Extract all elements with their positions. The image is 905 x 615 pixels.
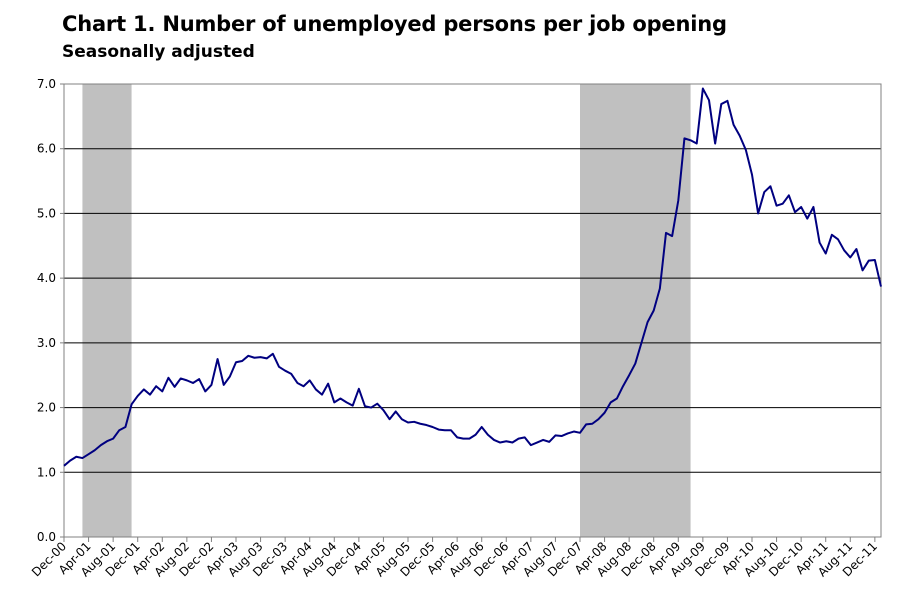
y-tick-label: 5.0 (37, 206, 56, 220)
y-tick-label: 2.0 (37, 401, 56, 415)
y-tick-label: 4.0 (37, 271, 56, 285)
plot-area-frame (63, 83, 882, 538)
recession-band-1 (82, 84, 132, 537)
chart-title: Chart 1. Number of unemployed persons pe… (62, 12, 727, 36)
y-axis-ticks: 0.0 1.0 2.0 3.0 4.0 5.0 6.0 7.0 (37, 77, 64, 544)
recession-band-2 (580, 84, 691, 537)
y-tick-label: 1.0 (37, 465, 56, 479)
y-tick-label: 7.0 (37, 77, 56, 91)
y-tick-label: 3.0 (37, 336, 56, 350)
gridlines (64, 148, 881, 473)
y-tick-label: 6.0 (37, 142, 56, 156)
y-tick-label: 0.0 (37, 530, 56, 544)
x-axis-ticks: Dec-00Apr-01Aug-01Dec-01Apr-02Aug-02Dec-… (29, 537, 880, 580)
series-line-unemployed-per-opening (63, 87, 882, 467)
chart-subtitle: Seasonally adjusted (62, 42, 255, 62)
recession-shading-layer (82, 84, 691, 537)
